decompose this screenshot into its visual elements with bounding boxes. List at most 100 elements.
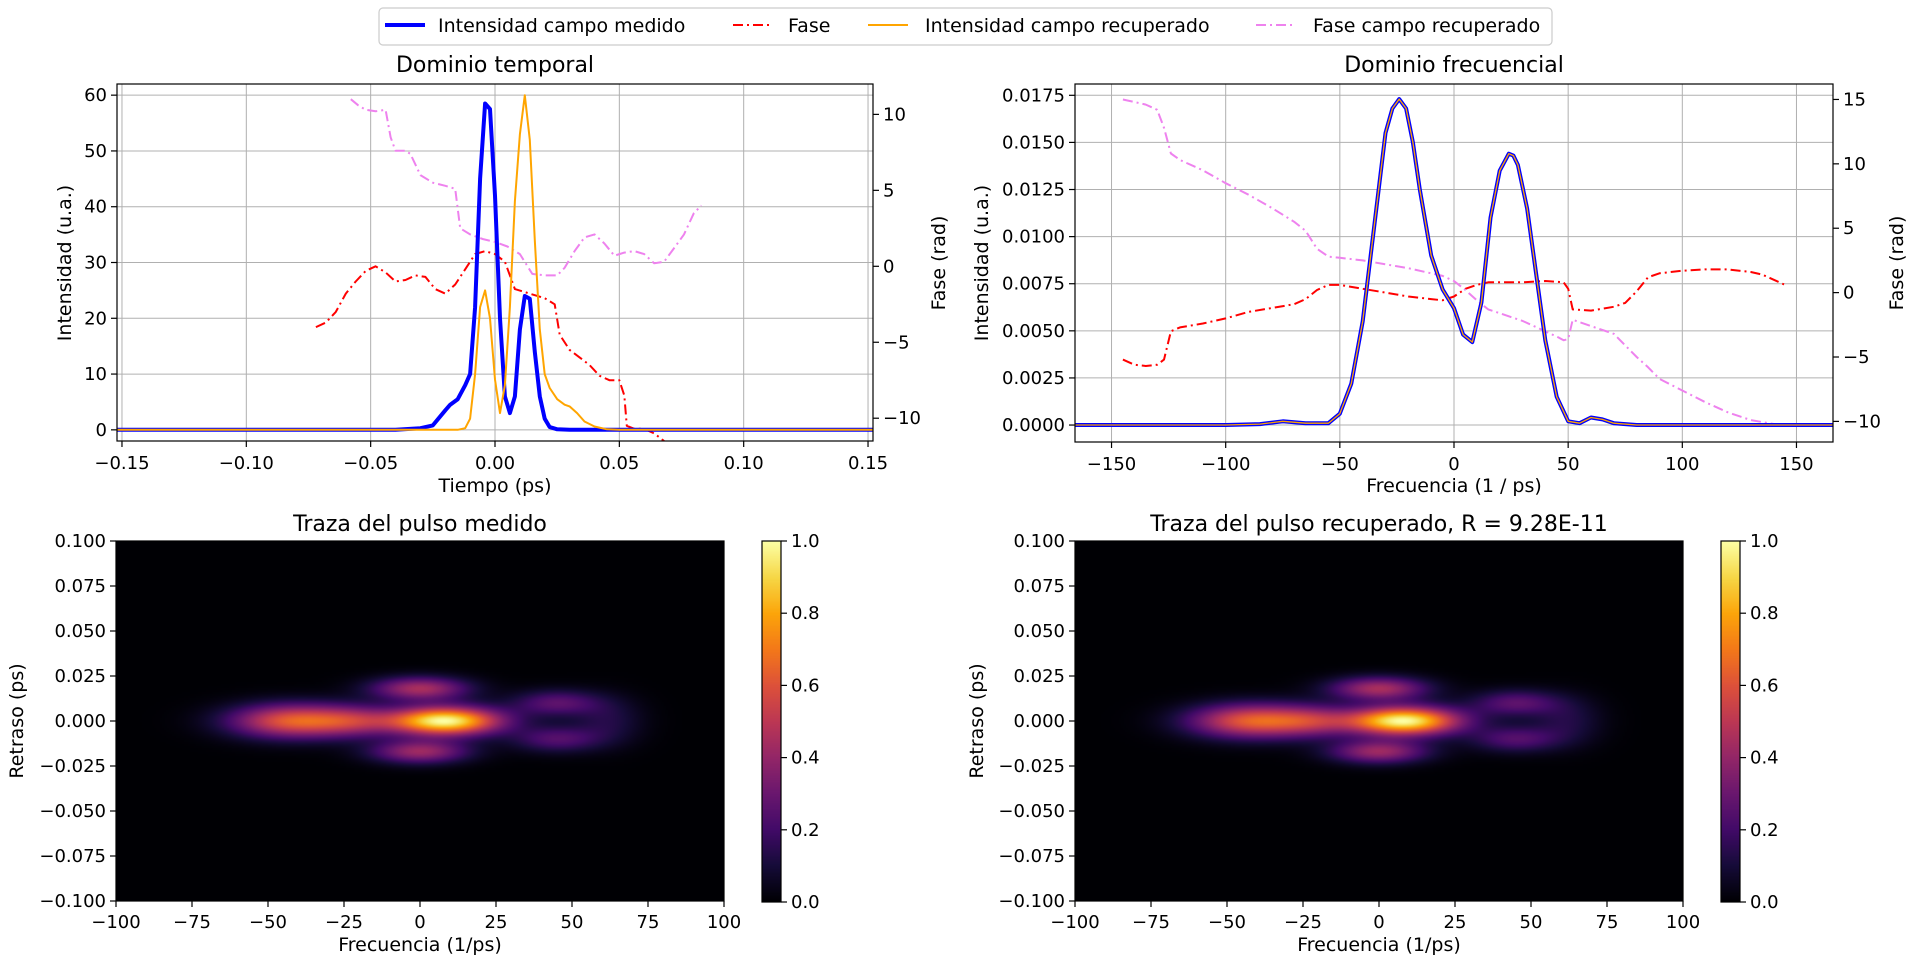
legend: Intensidad campo medido Fase Intensidad … <box>378 7 1553 46</box>
y2-tick-label: 10 <box>1843 154 1866 175</box>
y-tick-label: 0 <box>96 420 107 441</box>
y-tick-label: −0.075 <box>998 846 1065 867</box>
heatmap-image <box>116 541 724 901</box>
x-tick-label: 0.00 <box>475 453 515 474</box>
y-axis-label: Retraso (ps) <box>6 663 28 778</box>
x-tick-label: 100 <box>707 912 741 933</box>
x-tick-label: −100 <box>1201 454 1250 475</box>
y-tick-label: 50 <box>84 141 107 162</box>
series-line-intensidad-campo-recuperado <box>1075 98 1833 426</box>
y-tick-label: 0.050 <box>54 621 106 642</box>
panel-traza-medido: Traza del pulso medido −100 −75 −50 −25 0 25 5… <box>6 512 820 956</box>
colorbar-tick-label: 0.0 <box>1750 892 1779 913</box>
x-tick-label: −0.10 <box>219 453 274 474</box>
colorbar-tick-label: 0.2 <box>1750 820 1779 841</box>
x-tick-label: −75 <box>173 912 211 933</box>
y-tick-label: 0.0175 <box>1002 85 1065 106</box>
series-line-fase <box>315 250 665 441</box>
x-tick-label: −75 <box>1132 912 1170 933</box>
x-tick-label: 25 <box>485 912 508 933</box>
series-line-fase-campo-recuperado <box>350 98 703 277</box>
series-line-intensidad-campo-medido <box>117 101 873 432</box>
legend-label-recuperado: Intensidad campo recuperado <box>925 15 1210 37</box>
x-tick-label: −50 <box>1208 912 1246 933</box>
x-tick-label: 50 <box>1520 912 1543 933</box>
y2-tick-label: 0 <box>1843 283 1854 304</box>
colorbar-tick-label: 0.6 <box>1750 675 1779 696</box>
y-axis-label: Intensidad (u.a.) <box>54 185 76 341</box>
series-line-fase-campo-recuperado <box>1122 98 1786 425</box>
chart-title: Traza del pulso medido <box>292 512 547 537</box>
y2-tick-label: 0 <box>883 256 894 277</box>
y-tick-label: 0.100 <box>54 531 106 552</box>
y-axis-label: Retraso (ps) <box>966 663 988 778</box>
x-tick-label: 25 <box>1444 912 1467 933</box>
legend-label-fase-recuperado: Fase campo recuperado <box>1313 15 1540 37</box>
x-tick-label: −50 <box>1321 454 1359 475</box>
y-tick-label: 0.0150 <box>1002 132 1065 153</box>
x-axis-label: Tiempo (ps) <box>437 475 551 497</box>
y-tick-label: 0.000 <box>54 711 106 732</box>
colorbar <box>1721 541 1740 902</box>
y-tick-label: 0.075 <box>1013 576 1065 597</box>
x-tick-label: 75 <box>637 912 660 933</box>
y-tick-label: −0.075 <box>39 846 106 867</box>
y-tick-label: 0.0025 <box>1002 368 1065 389</box>
y-tick-label: −0.025 <box>998 756 1065 777</box>
y-tick-label: 10 <box>84 364 107 385</box>
x-axis-label: Frecuencia (1/ps) <box>338 934 502 956</box>
y-tick-label: 60 <box>84 85 107 106</box>
x-axis-label: Frecuencia (1/ps) <box>1297 934 1461 956</box>
y-tick-label: 0.000 <box>1013 711 1065 732</box>
y2-tick-label: −10 <box>883 408 921 429</box>
x-tick-label: 50 <box>1557 454 1580 475</box>
colorbar-tick-label: 0.6 <box>791 675 820 696</box>
y-tick-label: −0.050 <box>39 801 106 822</box>
x-tick-label: −25 <box>1284 912 1322 933</box>
y-tick-label: 30 <box>84 253 107 274</box>
x-tick-label: 75 <box>1596 912 1619 933</box>
colorbar-tick-label: 0.4 <box>1750 748 1779 769</box>
panel-dominio-temporal: Dominio temporal −0.15 −0.10 −0.05 0.00 0.05… <box>54 53 950 497</box>
y-tick-label: −0.100 <box>998 891 1065 912</box>
legend-frame <box>378 7 1553 46</box>
legend-label-medido: Intensidad campo medido <box>438 15 685 37</box>
colorbar-frame <box>1720 540 1741 903</box>
colorbar-tick-label: 0.8 <box>1750 603 1779 624</box>
y2-axis-label: Fase (rad) <box>1886 216 1908 311</box>
y-tick-label: 0.0050 <box>1002 321 1065 342</box>
legend-label-fase: Fase <box>788 15 830 37</box>
y-tick-label: 20 <box>84 308 107 329</box>
y-tick-label: 0.050 <box>1013 621 1065 642</box>
colorbar-frame <box>761 540 782 903</box>
colorbar-tick-label: 0.8 <box>791 603 820 624</box>
x-tick-label: 100 <box>1665 454 1699 475</box>
y-tick-label: −0.025 <box>39 756 106 777</box>
y-tick-label: 0.075 <box>54 576 106 597</box>
y-tick-label: 0.0075 <box>1002 274 1065 295</box>
x-tick-label: −150 <box>1087 454 1136 475</box>
colorbar-tick-label: 1.0 <box>1750 531 1779 552</box>
heatmap-image <box>1075 541 1683 901</box>
x-tick-label: 0 <box>1373 912 1384 933</box>
chart-title: Traza del pulso recuperado, R = 9.28E-11 <box>1149 512 1607 537</box>
y-axis-label: Intensidad (u.a.) <box>971 185 993 341</box>
colorbar <box>762 541 781 902</box>
y-tick-label: 0.100 <box>1013 531 1065 552</box>
y-tick-label: 0.0000 <box>1002 415 1065 436</box>
x-tick-label: 100 <box>1666 912 1700 933</box>
x-tick-label: 150 <box>1779 454 1813 475</box>
x-tick-label: 0.10 <box>724 453 764 474</box>
panel-dominio-frecuencial: Dominio frecuencial −150 −100 −50 0 50 100 150… <box>971 53 1908 497</box>
y-tick-label: 40 <box>84 197 107 218</box>
x-tick-label: 50 <box>561 912 584 933</box>
y2-tick-label: −5 <box>1843 347 1870 368</box>
x-tick-label: 0.15 <box>848 453 888 474</box>
y-tick-label: 0.0100 <box>1002 227 1065 248</box>
colorbar-tick-label: 0.2 <box>791 820 820 841</box>
x-tick-label: 0 <box>414 912 425 933</box>
y2-tick-label: 15 <box>1843 89 1866 110</box>
y2-tick-label: −10 <box>1843 411 1881 432</box>
x-tick-label: −25 <box>325 912 363 933</box>
